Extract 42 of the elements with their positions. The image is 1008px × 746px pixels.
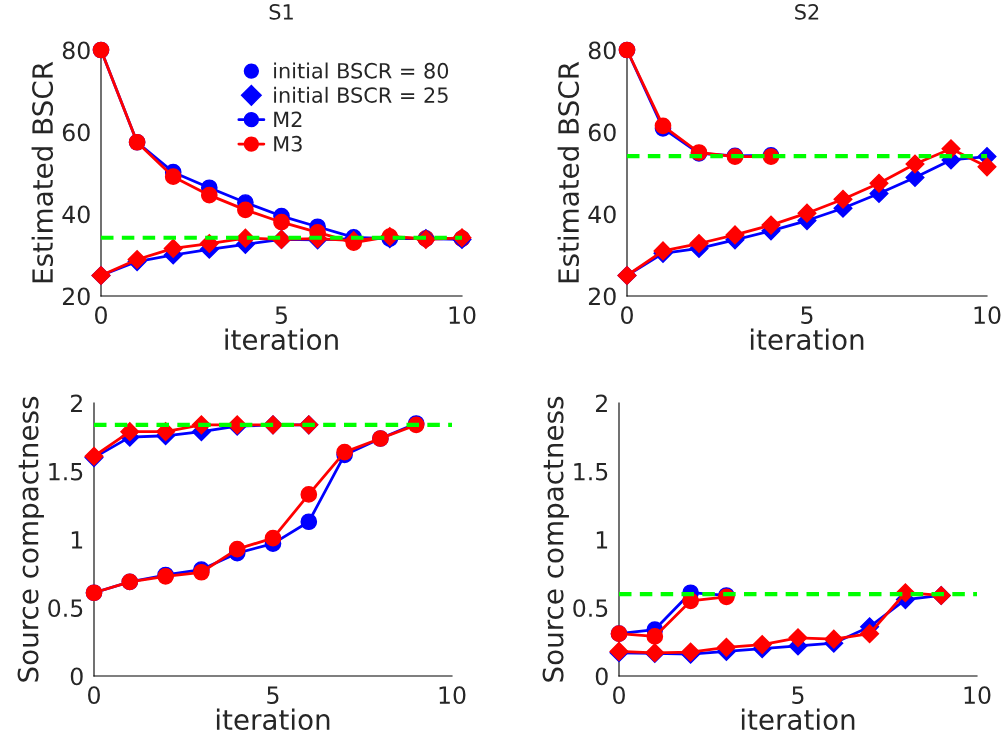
y-tick-label: 20: [588, 287, 616, 306]
x-tick-label: 10: [449, 306, 476, 324]
x-tick-label: 5: [267, 686, 279, 704]
x-tick-label: 5: [792, 686, 804, 704]
y-axis-title: Source compactness: [17, 396, 44, 682]
y-axis-title: Source compactness: [542, 396, 569, 682]
x-axis-title: iteration: [225, 328, 338, 351]
y-axis-title: Estimated BSCR: [557, 61, 580, 283]
y-tick-label: 1.5: [49, 463, 83, 481]
y-tick-label: 40: [588, 205, 616, 224]
y-tick-label: 60: [588, 123, 616, 142]
y-tick-label: 0: [70, 667, 83, 686]
x-axis-title: iteration: [750, 328, 864, 351]
y-tick-label: 1: [71, 531, 83, 549]
y-tick-label: 20: [62, 287, 90, 306]
y-tick-label: 2: [595, 394, 607, 412]
y-tick-label: 1.5: [574, 463, 608, 481]
y-tick-label: 60: [62, 123, 90, 142]
x-tick-label: 10: [439, 686, 466, 704]
x-tick-label: 0: [621, 306, 633, 324]
y-tick-label: 1: [596, 531, 608, 549]
y-tick-label: 0.5: [573, 599, 608, 618]
y-tick-label: 40: [62, 205, 90, 224]
legend-label: M2: [274, 111, 302, 127]
chart-title: S1: [269, 3, 293, 20]
x-tick-label: 10: [964, 686, 991, 704]
y-axis-title: Estimated BSCR: [31, 61, 54, 283]
y-tick-label: 0: [595, 667, 608, 686]
x-tick-label: 5: [275, 306, 287, 324]
x-axis-title: iteration: [741, 708, 855, 731]
x-tick-label: 5: [801, 306, 813, 324]
annotation: initial BSCR = 80: [274, 62, 449, 79]
chart-title: S2: [795, 3, 819, 20]
x-tick-label: 10: [974, 306, 1001, 324]
y-tick-label: 2: [70, 394, 82, 412]
x-tick-label: 0: [95, 306, 107, 324]
x-axis-title: iteration: [216, 708, 330, 731]
y-tick-label: 80: [588, 41, 616, 60]
y-tick-label: 0.5: [48, 599, 83, 618]
y-tick-label: 80: [62, 41, 90, 60]
annotation: initial BSCR = 25: [274, 86, 448, 103]
legend-label: M3: [274, 135, 302, 152]
